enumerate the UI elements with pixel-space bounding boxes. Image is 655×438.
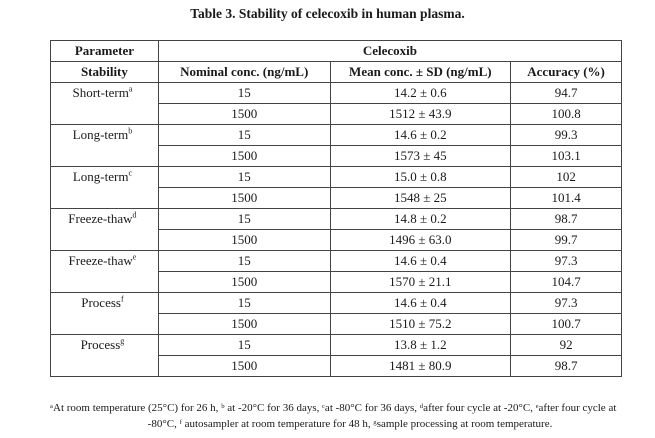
table-row: 1500 1570 ± 21.1 104.7 [51,271,622,293]
footnote: ᵃAt room temperature (25°C) for 26 h, ᵇ … [50,400,650,432]
stability-parameter: Long-termc [50,166,159,209]
mean-conc-cell: 14.8 ± 0.2 [329,208,512,230]
table-body: Short-terma 15 14.2 ± 0.6 94.7 1500 1512 ± 43… [50,82,622,377]
stability-parameter: Short-terma [50,82,159,125]
stability-parameter: Freeze-thawd [50,208,159,251]
nominal-conc-cell: 15 [157,166,331,188]
footnote-line-1: ᵃAt room temperature (25°C) for 26 h, ᵇ … [50,402,617,414]
nominal-conc-cell: 1500 [157,229,331,251]
accuracy-cell: 100.8 [510,103,622,125]
header-mean: Mean conc. ± SD (ng/mL) [329,61,512,83]
mean-conc-cell: 1510 ± 75.2 [329,313,512,335]
mean-conc-cell: 1573 ± 45 [329,145,512,167]
accuracy-cell: 92 [510,334,622,356]
accuracy-cell: 104.7 [510,271,622,293]
table-row: Long-termc 15 15.0 ± 0.8 102 [50,166,622,209]
header-nominal: Nominal conc. (ng/mL) [157,61,331,83]
header-accuracy: Accuracy (%) [510,61,622,83]
table-row: Freeze-thawd 15 14.8 ± 0.2 98.7 [50,208,622,251]
stability-name: Freeze-thaw [68,253,133,268]
accuracy-cell: 100.7 [510,313,622,335]
mean-conc-cell: 1570 ± 21.1 [329,271,512,293]
footnote-marker: b [128,126,133,136]
nominal-conc-cell: 1500 [157,187,331,209]
mean-conc-cell: 14.6 ± 0.4 [329,292,512,314]
mean-conc-cell: 15.0 ± 0.8 [329,166,512,188]
nominal-conc-cell: 1500 [157,355,331,377]
footnote-marker: g [120,336,125,346]
nominal-conc-cell: 15 [157,334,331,356]
nominal-conc-cell: 15 [157,292,331,314]
table-row: Processg 15 13.8 ± 1.2 92 [50,334,622,377]
nominal-conc-cell: 15 [157,208,331,230]
stability-name: Long-term [72,169,129,184]
nominal-conc-cell: 1500 [157,145,331,167]
nominal-conc-cell: 15 [157,250,331,272]
stability-name: Freeze-thaw [68,211,133,226]
accuracy-cell: 102 [510,166,622,188]
table-row: Short-terma 15 14.2 ± 0.6 94.7 [50,82,622,125]
stability-parameter: Processg [50,334,159,377]
stability-name: Short-term [72,85,129,100]
nominal-conc-cell: 1500 [157,271,331,293]
table-row: 1500 1496 ± 63.0 99.7 [51,229,622,251]
mean-conc-cell: 1512 ± 43.9 [329,103,512,125]
accuracy-cell: 97.3 [510,250,622,272]
stability-parameter: Freeze-thawe [50,250,159,293]
accuracy-cell: 99.7 [510,229,622,251]
table-row: 1500 1481 ± 80.9 98.7 [51,355,622,377]
stability-name: Long-term [72,127,129,142]
footnote-marker: f [120,294,124,304]
nominal-conc-cell: 15 [157,82,331,104]
stability-name: Process [81,295,121,310]
footnote-marker: a [128,84,133,94]
header-parameter: Parameter [50,40,159,62]
mean-conc-cell: 14.2 ± 0.6 [329,82,512,104]
accuracy-cell: 103.1 [510,145,622,167]
nominal-conc-cell: 1500 [157,313,331,335]
stability-parameter: Long-termb [50,124,159,167]
mean-conc-cell: 14.6 ± 0.4 [329,250,512,272]
mean-conc-cell: 1548 ± 25 [329,187,512,209]
table-row: Processf 15 14.6 ± 0.4 97.3 [50,292,622,335]
table-row: Freeze-thawe 15 14.6 ± 0.4 97.3 [50,250,622,293]
nominal-conc-cell: 15 [157,124,331,146]
table-row: 1500 1573 ± 45 103.1 [51,145,622,167]
header-stability: Stability [50,61,159,83]
header-celecoxib: Celecoxib [157,40,623,62]
footnote-marker: c [128,168,132,178]
accuracy-cell: 98.7 [510,355,622,377]
footnote-marker: d [132,210,137,220]
stability-parameter: Processf [50,292,159,335]
mean-conc-cell: 13.8 ± 1.2 [329,334,512,356]
nominal-conc-cell: 1500 [157,103,331,125]
accuracy-cell: 98.7 [510,208,622,230]
stability-name: Process [80,337,121,352]
accuracy-cell: 101.4 [510,187,622,209]
footnote-marker: e [132,252,137,262]
accuracy-cell: 97.3 [510,292,622,314]
footnote-line-2: -80°C, ᶠ autosampler at room temperature… [147,418,553,430]
mean-conc-cell: 1496 ± 63.0 [329,229,512,251]
stability-table: Parameter Celecoxib Stability Nominal co… [50,40,623,377]
table-row: Long-termb 15 14.6 ± 0.2 99.3 [50,124,622,167]
mean-conc-cell: 14.6 ± 0.2 [329,124,512,146]
accuracy-cell: 99.3 [510,124,622,146]
table-title: Table 3. Stability of celecoxib in human… [190,6,465,21]
table-row: 1500 1510 ± 75.2 100.7 [51,313,622,335]
accuracy-cell: 94.7 [510,82,622,104]
mean-conc-cell: 1481 ± 80.9 [329,355,512,377]
